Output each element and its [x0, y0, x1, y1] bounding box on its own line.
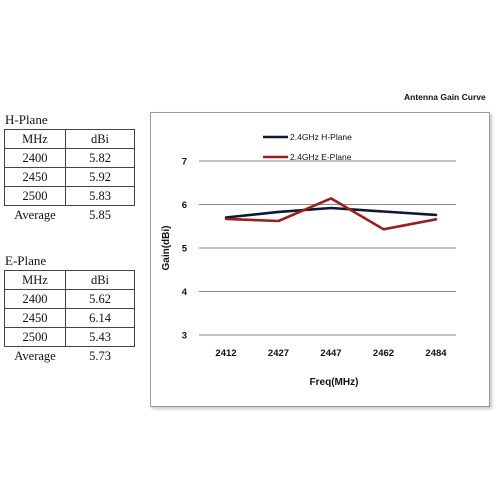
header-dbi: dBi: [65, 129, 135, 149]
table-header-row: MHz dBi: [4, 129, 135, 149]
cell-freq: 2500: [4, 186, 66, 206]
chart-panel: 3 4 5 6 7 2412 2427 2447 2462 2484 2.4GHz H-Plan…: [150, 112, 490, 407]
e-plane-title: E-Plane: [5, 253, 47, 268]
cell-gain: 5.83: [65, 186, 135, 206]
chart-title: Antenna Gain Curve: [404, 92, 486, 102]
h-plane-title: H-Plane: [5, 112, 48, 127]
average-row: Average 5.85: [5, 206, 135, 225]
h-plane-table: MHz dBi 2400 5.82 2450 5.92 2500 5.83 Av…: [4, 129, 135, 224]
x-tick-label: 2427: [268, 348, 289, 359]
average-value: 5.85: [89, 207, 111, 222]
average-label: Average: [14, 207, 56, 222]
x-tick-label: 2462: [373, 348, 394, 359]
cell-gain: 5.43: [65, 327, 135, 347]
average-row: Average 5.73: [5, 347, 135, 366]
cell-gain: 5.82: [65, 148, 135, 168]
header-mhz: MHz: [4, 270, 66, 290]
legend-label: 2.4GHz E-Plane: [290, 152, 352, 162]
y-tick-label: 5: [182, 244, 188, 255]
y-tick-label: 3: [182, 331, 187, 342]
y-tick-label: 4: [182, 287, 188, 298]
header-mhz: MHz: [4, 129, 66, 149]
e-plane-table: MHz dBi 2400 5.62 2450 6.14 2500 5.43 Av…: [4, 270, 135, 365]
table-row: 2450 5.92: [4, 167, 135, 187]
e-plane-table-block: E-Plane MHz dBi 2400 5.62 2450 6.14 2500…: [4, 253, 135, 365]
cell-freq: 2450: [4, 308, 66, 328]
table-row: 2500 5.43: [4, 327, 135, 347]
y-tick-label: 6: [182, 200, 187, 211]
h-plane-series-line: [224, 206, 438, 219]
cell-freq: 2400: [4, 148, 66, 168]
cell-gain: 5.92: [65, 167, 135, 187]
h-plane-table-block: H-Plane MHz dBi 2400 5.82 2450 5.92 2500…: [4, 112, 135, 224]
y-axis-label: Gain(dBi): [161, 226, 172, 271]
table-row: 2500 5.83: [4, 186, 135, 206]
average-label: Average: [14, 348, 56, 363]
x-tick-label: 2484: [425, 348, 447, 359]
average-value: 5.73: [89, 348, 111, 363]
x-tick-label: 2447: [320, 348, 341, 359]
table-row: 2450 6.14: [4, 308, 135, 328]
cell-freq: 2450: [4, 167, 66, 187]
table-row: 2400 5.82: [4, 148, 135, 168]
x-tick-label: 2412: [215, 348, 236, 359]
cell-gain: 5.62: [65, 289, 135, 309]
table-row: 2400 5.62: [4, 289, 135, 309]
cell-gain: 6.14: [65, 308, 135, 328]
gain-chart: 3 4 5 6 7 2412 2427 2447 2462 2484 2.4GHz H-Plan…: [161, 132, 456, 388]
x-axis-label: Freq(MHz): [310, 377, 359, 388]
table-header-row: MHz dBi: [4, 270, 135, 290]
y-tick-label: 7: [182, 157, 187, 168]
legend-label: 2.4GHz H-Plane: [290, 132, 352, 142]
cell-freq: 2400: [4, 289, 66, 309]
cell-freq: 2500: [4, 327, 66, 347]
header-dbi: dBi: [65, 270, 135, 290]
e-plane-series-line: [224, 197, 438, 231]
